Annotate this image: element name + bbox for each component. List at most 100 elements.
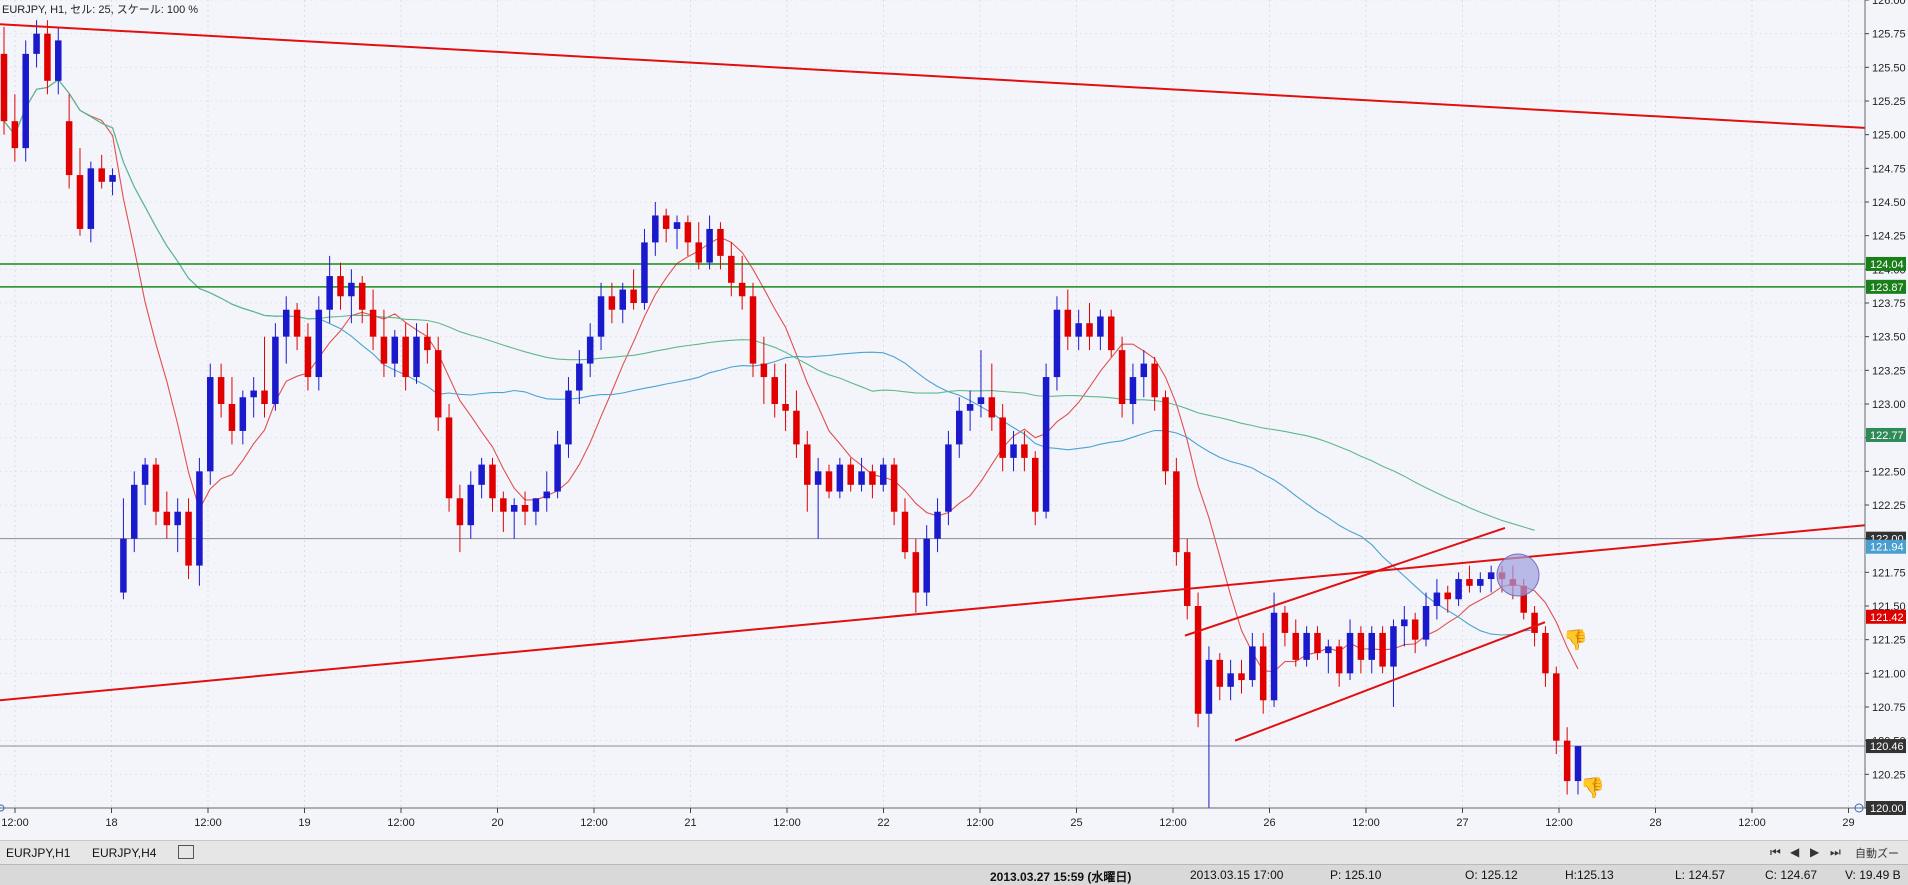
candle-body[interactable] <box>1411 619 1419 640</box>
candle-body[interactable] <box>315 309 323 378</box>
candle-body[interactable] <box>293 309 301 337</box>
candle-body[interactable] <box>434 350 442 418</box>
candle-body[interactable] <box>1303 632 1310 660</box>
candle-body[interactable] <box>402 336 409 378</box>
candle-body[interactable] <box>33 33 40 54</box>
candle-body[interactable] <box>1422 606 1430 640</box>
candle-body[interactable] <box>684 222 692 243</box>
candle-body[interactable] <box>109 175 116 182</box>
candle-body[interactable] <box>120 538 127 593</box>
candle-body[interactable] <box>782 404 789 411</box>
candle-body[interactable] <box>858 471 865 485</box>
candle-body[interactable] <box>630 289 637 303</box>
candle-body[interactable] <box>152 464 160 512</box>
candle-body[interactable] <box>999 417 1006 458</box>
candle-body[interactable] <box>695 242 702 263</box>
candle-body[interactable] <box>348 282 355 297</box>
candle-body[interactable] <box>1563 740 1571 782</box>
candle-body[interactable] <box>1173 471 1180 553</box>
candle-body[interactable] <box>131 484 138 539</box>
candle-body[interactable] <box>1162 397 1169 472</box>
candle-body[interactable] <box>1042 377 1050 512</box>
candle-body[interactable] <box>1401 619 1408 627</box>
candle-body[interactable] <box>196 471 203 566</box>
candle-body[interactable] <box>1357 632 1365 660</box>
candle-body[interactable] <box>337 276 344 297</box>
candle-body[interactable] <box>945 444 952 512</box>
candle-body[interactable] <box>717 228 724 256</box>
candle-body[interactable] <box>163 511 171 526</box>
candle-body[interactable] <box>847 464 854 485</box>
candle-body[interactable] <box>880 464 887 485</box>
candle-body[interactable] <box>206 377 214 472</box>
candle-body[interactable] <box>22 53 29 149</box>
candle-body[interactable] <box>11 121 19 149</box>
candle-body[interactable] <box>1097 316 1104 337</box>
candle-body[interactable] <box>641 242 648 303</box>
candle-body[interactable] <box>1390 626 1397 667</box>
candle-body[interactable] <box>966 404 974 411</box>
candle-body[interactable] <box>87 168 95 229</box>
candle-body[interactable] <box>1216 659 1224 687</box>
candle-body[interactable] <box>1455 579 1462 600</box>
candle-body[interactable] <box>1542 632 1549 674</box>
candle-body[interactable] <box>500 498 507 512</box>
candle-body[interactable] <box>358 282 366 310</box>
candle-body[interactable] <box>586 336 594 364</box>
candle-body[interactable] <box>1249 646 1256 681</box>
candle-body[interactable] <box>1553 673 1560 741</box>
new-window-icon[interactable] <box>178 845 194 859</box>
candle-body[interactable] <box>272 336 279 404</box>
candle-body[interactable] <box>174 511 181 526</box>
candle-body[interactable] <box>1053 309 1061 378</box>
candle-body[interactable] <box>608 296 616 310</box>
candle-body[interactable] <box>923 538 930 593</box>
candle-body[interactable] <box>673 222 681 229</box>
candle-body[interactable] <box>98 168 105 182</box>
candle-body[interactable] <box>977 397 985 404</box>
candle-body[interactable] <box>239 397 247 431</box>
candle-body[interactable] <box>760 363 768 378</box>
candle-body[interactable] <box>804 444 811 485</box>
candle-body[interactable] <box>934 511 941 539</box>
candle-body[interactable] <box>1075 323 1082 337</box>
candle-body[interactable] <box>1270 612 1278 701</box>
candle-body[interactable] <box>391 336 399 364</box>
candle-body[interactable] <box>1259 646 1267 701</box>
candle-body[interactable] <box>456 498 464 526</box>
candle-body[interactable] <box>55 40 62 81</box>
candle-body[interactable] <box>424 336 431 351</box>
candle-body[interactable] <box>706 228 713 263</box>
candle-body[interactable] <box>565 390 572 445</box>
candle-body[interactable] <box>1281 612 1289 633</box>
candle-body[interactable] <box>652 215 659 243</box>
candle-body[interactable] <box>825 471 833 492</box>
candle-body[interactable] <box>890 464 898 512</box>
candle-body[interactable] <box>662 215 670 229</box>
candle-body[interactable] <box>1107 316 1115 351</box>
moving-average-long[interactable] <box>3 78 1535 531</box>
candle-body[interactable] <box>728 255 735 283</box>
candle-body[interactable] <box>1531 612 1538 633</box>
candle-body[interactable] <box>261 390 268 404</box>
candle-body[interactable] <box>1227 673 1234 687</box>
candle-body[interactable] <box>445 417 453 499</box>
candle-body[interactable] <box>510 505 518 512</box>
candle-body[interactable] <box>1010 444 1017 458</box>
trendline-lower[interactable] <box>0 524 1866 702</box>
candle-body[interactable] <box>1433 592 1441 606</box>
candle-body[interactable] <box>869 471 876 485</box>
candle-body[interactable] <box>1292 632 1300 660</box>
candle-body[interactable] <box>467 484 475 526</box>
candle-body[interactable] <box>619 289 627 310</box>
next-page-icon[interactable]: ▶ <box>1810 845 1820 859</box>
candle-body[interactable] <box>1335 646 1343 674</box>
candle-body[interactable] <box>814 471 822 485</box>
candle-body[interactable] <box>1520 585 1527 613</box>
candle-body[interactable] <box>1021 444 1028 458</box>
candle-body[interactable] <box>141 464 149 485</box>
candle-body[interactable] <box>955 410 963 445</box>
tab-eurjpy-h4[interactable]: EURJPY,H4 <box>92 846 157 860</box>
candle-body[interactable] <box>1574 746 1582 782</box>
